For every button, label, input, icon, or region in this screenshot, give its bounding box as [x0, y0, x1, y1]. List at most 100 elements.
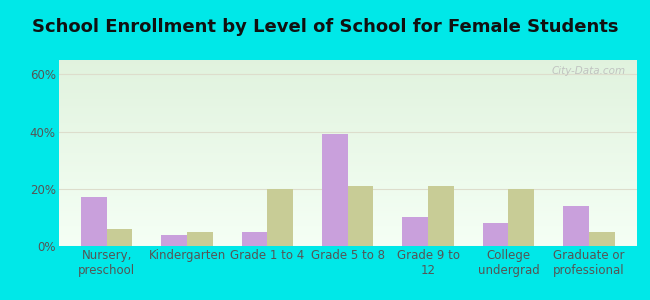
Bar: [58, 106, 637, 108]
Bar: [563, 206, 589, 246]
Bar: [58, 198, 637, 200]
Bar: [58, 116, 637, 118]
Bar: [58, 95, 637, 97]
Bar: [58, 86, 637, 88]
Bar: [58, 97, 637, 99]
Bar: [58, 238, 637, 240]
Bar: [58, 157, 637, 159]
Bar: [58, 226, 637, 227]
Bar: [58, 170, 637, 172]
Bar: [58, 192, 637, 194]
Text: City-Data.com: City-Data.com: [551, 66, 625, 76]
Bar: [58, 159, 637, 161]
Bar: [58, 80, 637, 82]
Bar: [58, 94, 637, 95]
Bar: [58, 99, 637, 101]
Bar: [402, 218, 428, 246]
Bar: [58, 127, 637, 129]
Bar: [58, 131, 637, 133]
Bar: [58, 64, 637, 66]
Bar: [58, 183, 637, 184]
Bar: [58, 88, 637, 90]
Bar: [58, 184, 637, 187]
Bar: [58, 138, 637, 140]
Bar: [58, 125, 637, 127]
Bar: [58, 175, 637, 177]
Bar: [58, 103, 637, 105]
Bar: [58, 136, 637, 138]
Bar: [58, 212, 637, 214]
Bar: [267, 189, 293, 246]
Bar: [58, 101, 637, 103]
Bar: [58, 146, 637, 147]
Bar: [58, 123, 637, 125]
Bar: [242, 232, 267, 246]
Bar: [58, 133, 637, 134]
Bar: [58, 155, 637, 157]
Bar: [161, 235, 187, 246]
Bar: [58, 144, 637, 146]
Bar: [58, 151, 637, 153]
Bar: [58, 201, 637, 203]
Bar: [58, 181, 637, 183]
Bar: [589, 232, 614, 246]
Bar: [58, 110, 637, 112]
Bar: [58, 149, 637, 151]
Bar: [58, 179, 637, 181]
Bar: [58, 187, 637, 188]
Bar: [58, 233, 637, 235]
Bar: [58, 190, 637, 192]
Bar: [58, 68, 637, 69]
Bar: [58, 173, 637, 175]
Bar: [58, 222, 637, 224]
Bar: [58, 119, 637, 122]
Bar: [58, 122, 637, 123]
Text: School Enrollment by Level of School for Female Students: School Enrollment by Level of School for…: [32, 18, 618, 36]
Bar: [58, 229, 637, 231]
Bar: [58, 177, 637, 179]
Bar: [322, 134, 348, 246]
Bar: [58, 79, 637, 80]
Bar: [58, 69, 637, 71]
Bar: [58, 108, 637, 110]
Bar: [58, 134, 637, 136]
Bar: [58, 168, 637, 170]
Bar: [58, 244, 637, 246]
Bar: [58, 114, 637, 116]
Bar: [428, 186, 454, 246]
Bar: [58, 216, 637, 218]
Bar: [187, 232, 213, 246]
Bar: [58, 194, 637, 196]
Bar: [58, 240, 637, 242]
Bar: [348, 186, 374, 246]
Bar: [107, 229, 133, 246]
Bar: [58, 71, 637, 73]
Bar: [58, 237, 637, 239]
Bar: [58, 227, 637, 229]
Bar: [58, 162, 637, 164]
Bar: [58, 84, 637, 86]
Bar: [58, 211, 637, 212]
Bar: [58, 164, 637, 166]
Bar: [58, 242, 637, 244]
Bar: [58, 207, 637, 209]
Bar: [58, 142, 637, 144]
Bar: [58, 118, 637, 119]
Bar: [58, 60, 637, 62]
Bar: [58, 160, 637, 162]
Bar: [58, 112, 637, 114]
Bar: [58, 166, 637, 168]
Bar: [58, 62, 637, 64]
Bar: [58, 73, 637, 75]
Bar: [58, 200, 637, 201]
Bar: [483, 223, 508, 246]
Bar: [58, 218, 637, 220]
Bar: [58, 153, 637, 155]
Bar: [58, 92, 637, 94]
Bar: [58, 188, 637, 190]
Bar: [58, 66, 637, 68]
Bar: [58, 129, 637, 131]
Bar: [58, 235, 637, 237]
Bar: [58, 231, 637, 233]
Bar: [58, 220, 637, 222]
